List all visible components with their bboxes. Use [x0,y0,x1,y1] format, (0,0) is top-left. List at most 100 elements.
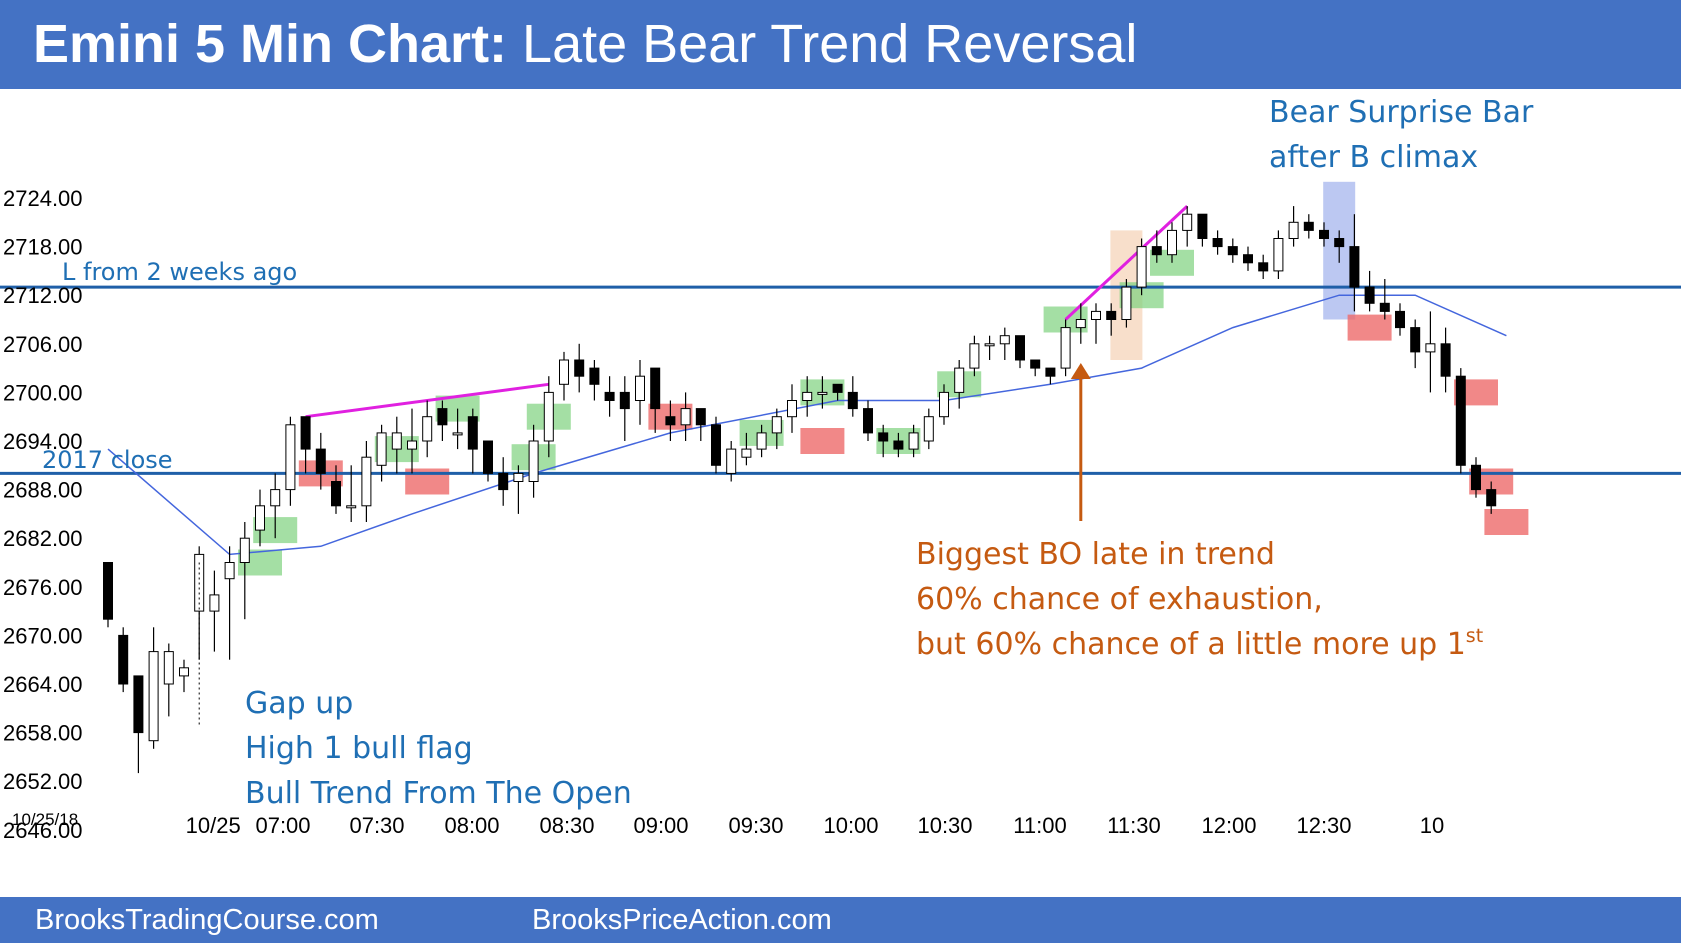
bear-candle [574,359,585,377]
bear-candle [695,408,706,426]
y-tick-label: 2718.00 [3,235,83,260]
annotation-gap-up: Gap up [245,686,353,721]
bull-candle [771,416,782,434]
bear-signal-box [800,428,845,454]
bear-candle [893,440,904,450]
bull-candle [1136,246,1147,288]
bear-candle [1015,335,1025,361]
bull-candle [908,432,919,450]
y-tick-label: 2664.00 [3,672,83,697]
bear-candle [437,408,448,426]
bear-candle [1243,254,1253,264]
bear-candle [711,424,721,466]
bull-candle [923,416,934,442]
bear-candle [1471,464,1481,491]
x-tick-label: 07:30 [349,813,404,838]
footer-link-right[interactable]: BrooksPriceAction.com [532,904,832,936]
bull-candle [1288,221,1299,240]
bull-candle [513,472,524,482]
annotation-surprise-2: after B climax [1269,140,1478,175]
bull-candle [528,440,539,482]
bear-candle [665,416,676,426]
bear-candle [1045,367,1056,377]
annotation-high1: High 1 bull flag [245,731,473,766]
ema-line [107,294,1507,556]
bull-candle [969,343,980,369]
bull-candle [802,391,813,401]
bear-candle [847,391,858,410]
horizontal-line-layer [0,285,1681,475]
arrow-layer [1070,363,1091,521]
bull-candle [787,400,797,418]
bull-candle [1121,286,1132,321]
bear-candle [1364,286,1375,304]
title-bar: Emini 5 Min Chart: Late Bear Trend Rever… [0,0,1681,89]
bull-candle [1273,238,1284,272]
axis-layer: 2724.00 2718.00 2712.00 2706.00 2700.00 2694.… [3,186,1444,843]
annotation-more-up-text: but 60% chance of a little more up 1 [916,627,1466,662]
bull-candle [255,505,265,531]
bear-candle [1395,310,1405,329]
y-tick-label: 2652.00 [3,769,83,794]
bull-candle [407,440,417,450]
y-tick-label: 2706.00 [3,332,83,357]
bull-candle [984,343,995,347]
y-tick-label: 2658.00 [3,721,83,746]
title-bold: Emini 5 Min Chart: [33,14,508,74]
bull-candle [270,489,281,507]
y-tick-label: 2700.00 [3,380,83,405]
x-tick-label: 11:00 [1013,813,1066,838]
bear-candle [133,675,144,734]
annotation-surprise-1: Bear Surprise Bar [1269,95,1534,130]
y-tick-label: 2646.00 [3,818,83,843]
bull-candle [148,651,159,742]
bull-candle [559,359,569,385]
bear-candle [1258,262,1269,272]
bear-candle [118,634,129,685]
bull-candle [224,562,235,580]
candlestick-chart: 2724.00 2718.00 2712.00 2706.00 2700.00 2694.… [0,95,1681,843]
bear-candle [1440,343,1451,377]
bear-candle [483,440,493,474]
bull-candle [1075,319,1086,329]
bear-candle [331,481,341,507]
y-tick-label: 2712.00 [3,283,83,308]
bear-candle [103,562,113,620]
bull-candle [680,408,691,426]
bear-candle [863,408,873,434]
line-label-2-weeks: L from 2 weeks ago [62,258,297,286]
bull-candle [741,448,752,458]
bear-candle [1151,246,1162,256]
x-tick-label: 10 [1420,813,1444,838]
bull-candle [756,432,767,450]
bear-candle [650,367,661,410]
bull-candle [376,432,387,466]
bear-candle [1486,489,1497,507]
bear-candle [1227,246,1238,256]
x-tick-label: 10:00 [823,813,878,838]
candle-layer [103,206,1497,774]
bear-candle [1197,213,1208,239]
bear-candle [589,367,600,385]
bear-candle [1334,238,1345,248]
bear-candle [1303,221,1314,231]
annotation-exhaustion: 60% chance of exhaustion, [916,582,1323,617]
bear-candle [1349,246,1360,288]
footer-link-left[interactable]: BrooksTradingCourse.com [35,904,379,936]
annotation-btfto: Bull Trend From The Open [245,776,632,811]
x-tick-label: 08:30 [539,813,594,838]
bull-candle [361,456,372,507]
bear-candle [1410,327,1421,353]
bear-candle [878,432,889,442]
y-tick-label: 2694.00 [3,429,83,454]
bear-candle [1106,310,1117,320]
page-title: Emini 5 Min Chart: Late Bear Trend Rever… [33,14,1137,74]
x-tick-label: 12:30 [1296,813,1351,838]
x-tick-label: 09:30 [728,813,783,838]
x-tick-label: 12:00 [1201,813,1256,838]
y-tick-label: 2670.00 [3,623,83,648]
bull-candle [1167,229,1177,256]
footer-bar: BrooksTradingCourse.com BrooksPriceActio… [0,897,1681,943]
bull-candle [1060,327,1071,369]
title-rest: Late Bear Trend Reversal [522,14,1138,74]
